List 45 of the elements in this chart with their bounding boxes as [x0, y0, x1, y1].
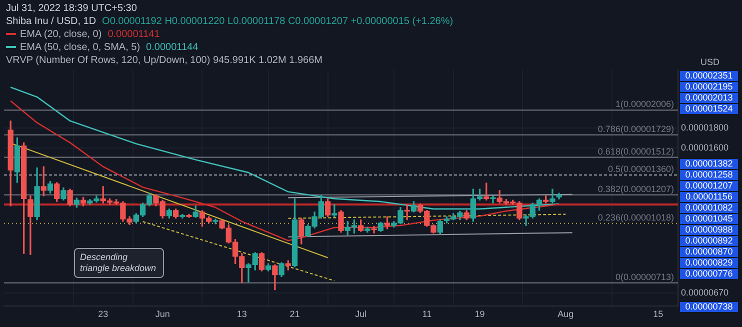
text: 0.00002013	[685, 92, 733, 102]
text: 0.00002351	[685, 70, 733, 80]
x-tick-label: 21	[290, 309, 300, 320]
ref-line-label: 0(0.00000713)	[615, 272, 674, 282]
x-tick-label: 11	[422, 309, 432, 320]
text: 0.00001045	[685, 213, 733, 224]
text: 0.00001382	[685, 158, 733, 168]
x-tick-label: Jul	[355, 309, 367, 320]
ref-line-label: 0.5(0.00001360)	[608, 164, 674, 174]
annotation: Descending triangle breakdown	[74, 248, 164, 278]
x-tick-label: 23	[98, 309, 108, 320]
x-tick-label: 19	[474, 309, 485, 320]
text: 0.00000892	[685, 235, 733, 246]
text: 0.00000738	[685, 301, 733, 312]
x-tick-label: 13	[236, 309, 247, 320]
text: 0.00001207	[685, 180, 733, 190]
text: 0.00000988	[685, 224, 733, 234]
ref-line-label: 0.786(0.00001729)	[598, 124, 674, 134]
text: 0.00001156	[686, 191, 732, 202]
y-tick-label: 0.00001800	[681, 122, 729, 133]
y-tick-label: 0.00000670	[681, 288, 729, 298]
text: 0.00000776	[685, 268, 733, 278]
text: 0.00000829	[685, 257, 733, 268]
text: 0.00000870	[685, 246, 733, 256]
y-axis-title: USD	[700, 56, 720, 67]
text: 0.00001524	[685, 103, 733, 114]
ref-line-label: 0.618(0.00001512)	[598, 146, 674, 156]
legend-label: EMA (50, close, 0, SMA, 5)	[20, 42, 140, 53]
x-tick-label: 15	[653, 309, 664, 320]
text: 0.00001144	[146, 42, 198, 53]
text: 0.00002195	[685, 81, 733, 92]
chart-subtitle: Jul 31, 2022 18:39 UTC+5:30	[6, 3, 137, 14]
text: 0.00001141	[108, 29, 160, 40]
text: 0.00001082	[685, 202, 733, 212]
x-tick-label: Jun	[155, 309, 170, 320]
chart-title: Shiba Inu / USD, 1D	[6, 16, 96, 27]
text: O0.00001192 H0.00001220 L0.00001178 C0.00001207 +0.00000015 (+1.26%)	[102, 16, 454, 27]
ref-line-label: 0.382(0.00001207)	[598, 184, 674, 194]
legend-label: EMA (20, close, 0)	[20, 29, 102, 40]
ref-line-label: 0.236(0.00001018)	[598, 212, 674, 222]
ref-line-label: 1(0.00002006)	[615, 99, 674, 110]
text: VRVP (Number Of Rows, 120, Up/Down, 100) 945.991K 1.02M 1.966M	[6, 55, 322, 66]
y-tick-label: 0.00001600	[681, 142, 729, 152]
text: 0.00001258	[685, 169, 733, 180]
x-tick-label: Aug	[558, 309, 574, 320]
